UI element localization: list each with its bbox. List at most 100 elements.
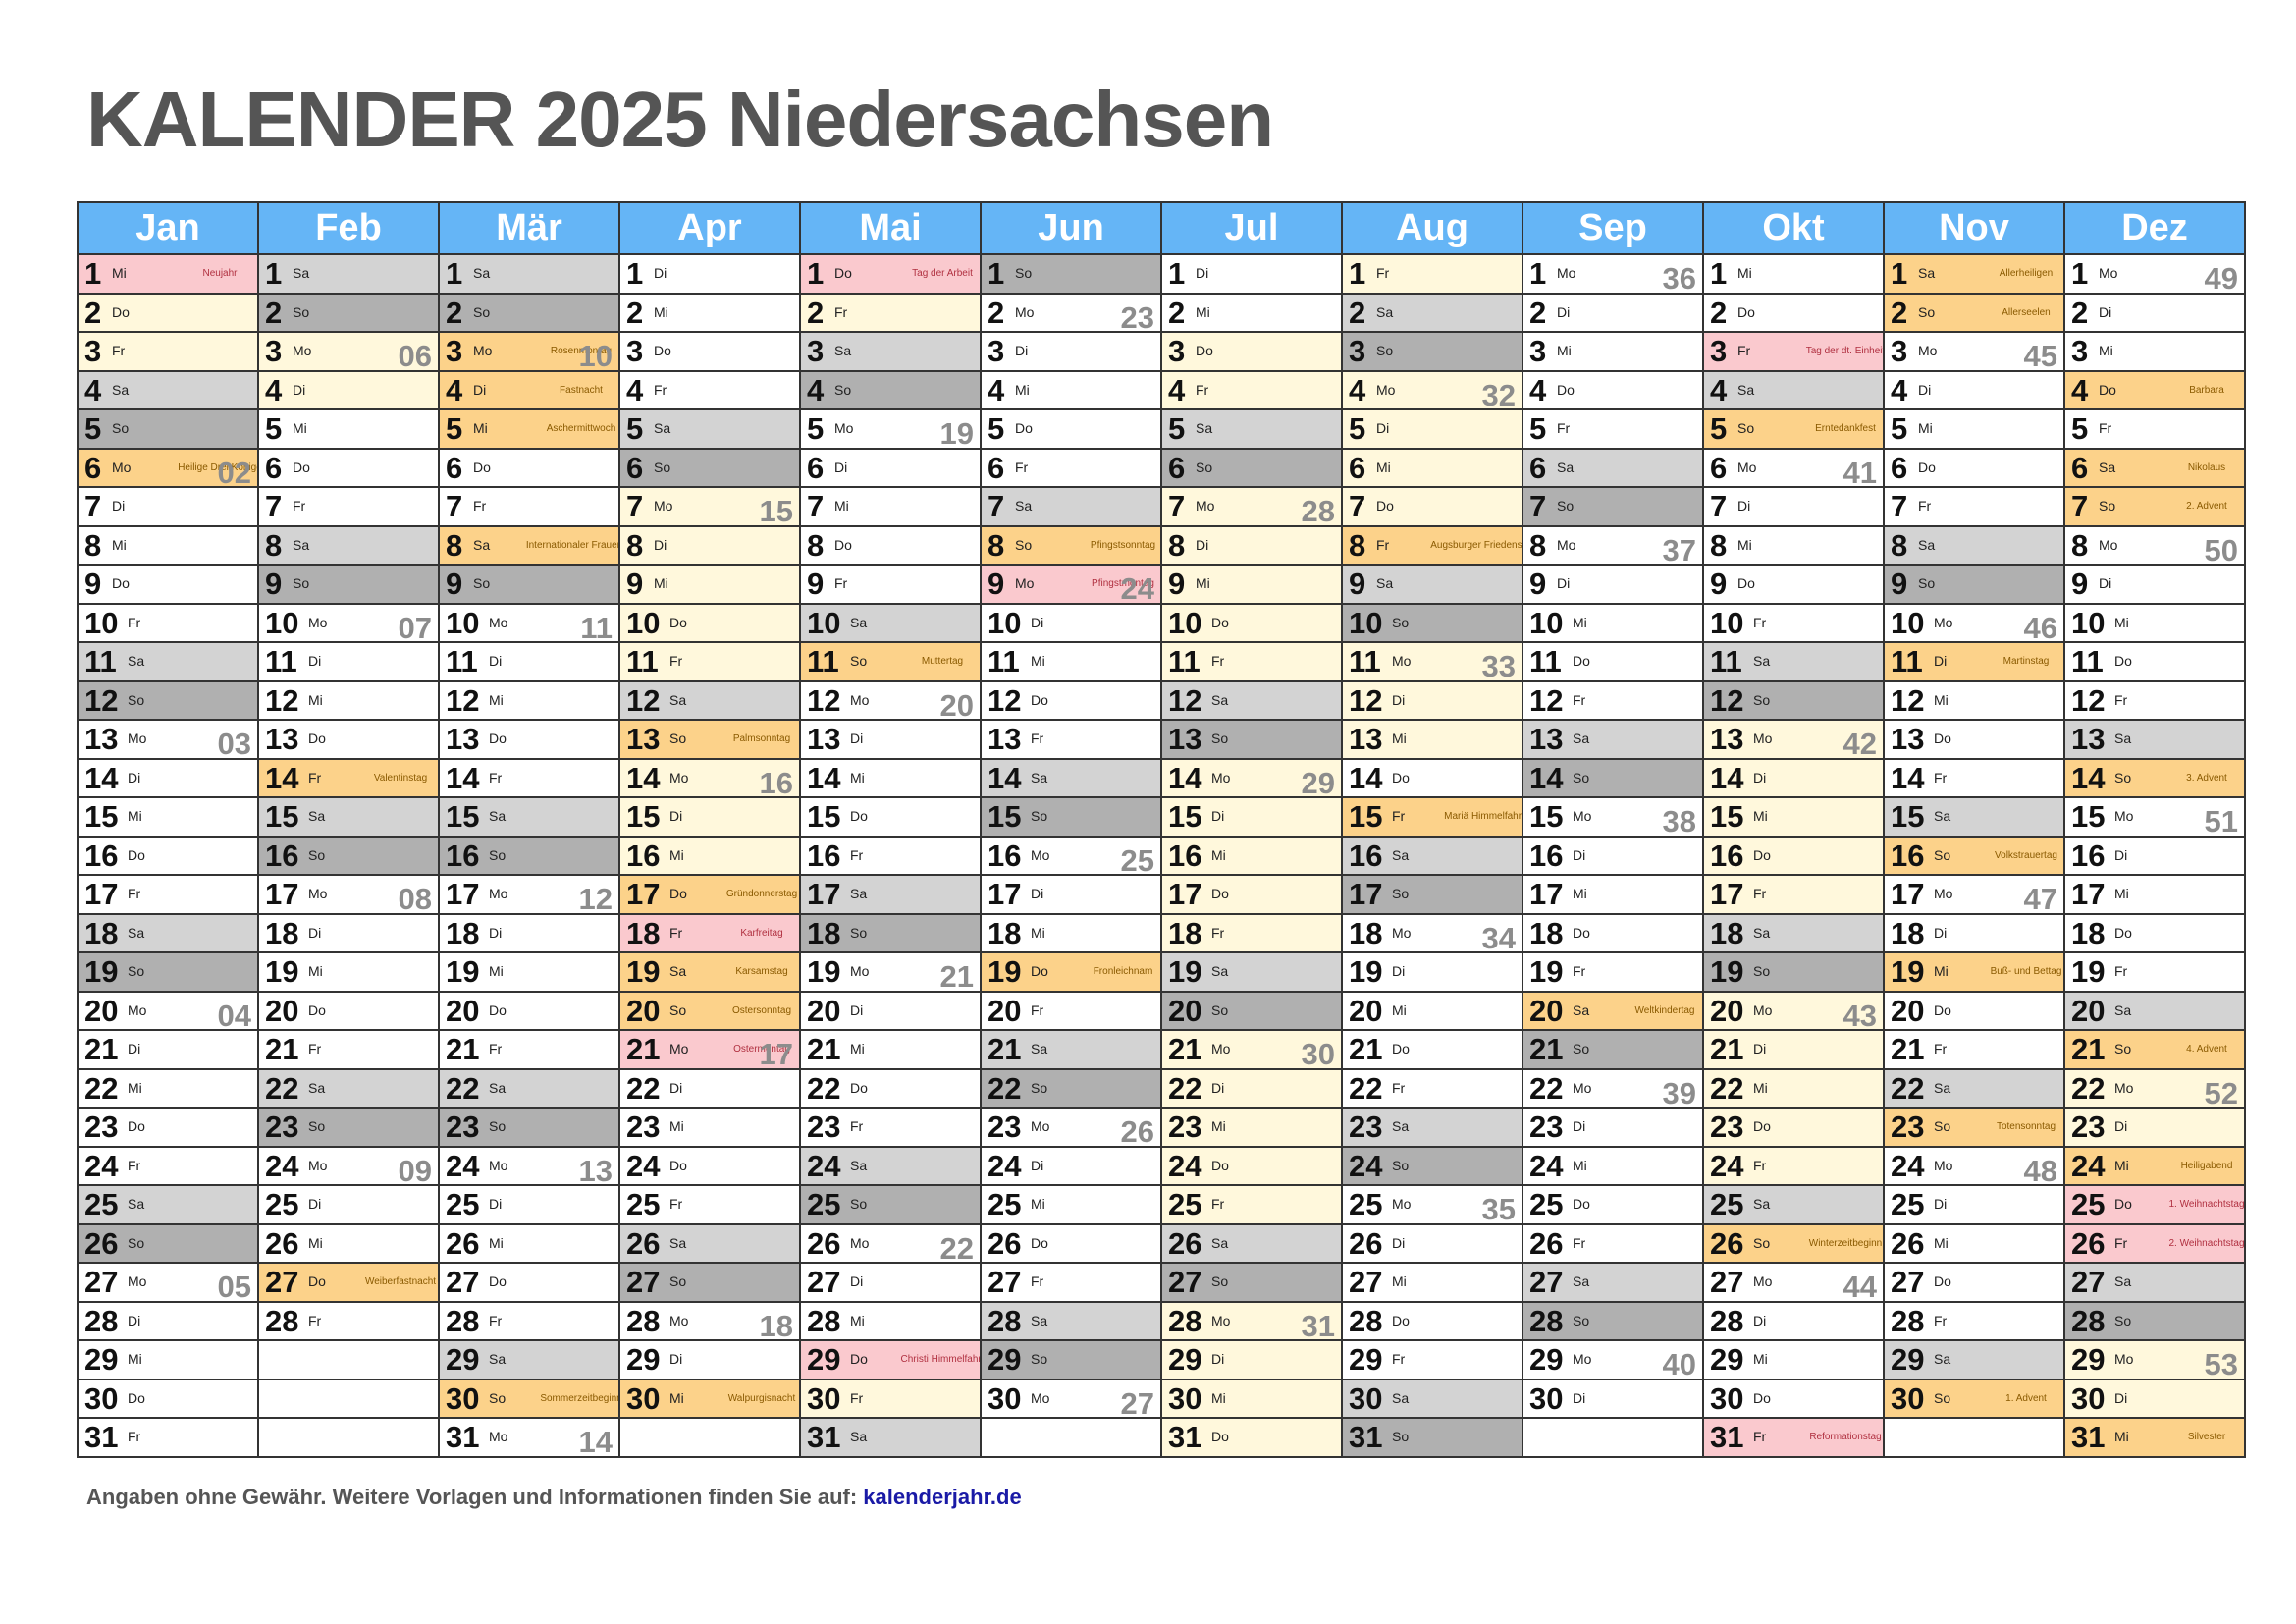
weekday-label: Sa	[1557, 459, 1575, 475]
day-number: 17	[1529, 877, 1564, 911]
day-number: 7	[446, 489, 463, 523]
day-cell: 5 Do	[980, 408, 1162, 450]
day-number: 21	[1529, 1032, 1564, 1066]
weekday-label: Sa	[1211, 1234, 1229, 1251]
day-number: 11	[1349, 644, 1381, 678]
day-number: 17	[2071, 877, 2106, 911]
weekday-label: Fr	[2114, 691, 2128, 708]
weekday-label: Mo	[669, 1312, 689, 1328]
day-number: 16	[446, 838, 480, 873]
day-cell: 14 Fr	[438, 757, 620, 798]
day-number: 28	[988, 1303, 1022, 1338]
day-cell: 16 So	[257, 835, 440, 876]
day-number: 13	[1349, 722, 1383, 756]
weekday-label: Fr	[489, 1041, 503, 1056]
weekday-label: Do	[1753, 1389, 1771, 1406]
day-row: 8 Mi 8 Sa 8 Sa Internationaler Frauentag 8 Di 8 Do…	[77, 524, 2246, 566]
day-number: 24	[1891, 1148, 1925, 1183]
day-number: 17	[626, 877, 661, 911]
weekday-label: Di	[2114, 1118, 2128, 1134]
day-cell: 1 Fr	[1341, 253, 1523, 295]
day-cell: 27 Do	[438, 1262, 620, 1303]
weekday-label: Mo	[128, 1273, 147, 1289]
weekday-label: Fr	[489, 769, 503, 785]
weekday-label: Sa	[1737, 381, 1755, 398]
day-number: 7	[1710, 489, 1728, 523]
day-cell: 29 Mi	[77, 1339, 259, 1380]
day-number: 4	[1529, 372, 1547, 407]
day-cell: 21 Fr	[1883, 1029, 2065, 1070]
day-cell: 25 Fr	[618, 1184, 801, 1225]
weekday-label: Mo	[669, 769, 689, 785]
day-cell: 15 Sa	[438, 796, 620, 838]
day-number: 13	[1891, 722, 1925, 756]
weekday-label: Di	[308, 1196, 322, 1212]
weekday-label: Di	[489, 1196, 503, 1212]
day-number: 10	[84, 605, 119, 640]
day-number: 9	[807, 567, 825, 601]
day-cell: 1 Mi Neujahr	[77, 253, 259, 295]
weekday-label: Mi	[308, 1234, 323, 1251]
holiday-label: 3. Advent	[2186, 772, 2227, 784]
weekday-label: Fr	[1031, 1001, 1044, 1018]
day-cell: 16 So	[438, 835, 620, 876]
day-cell: 31 So	[1341, 1417, 1523, 1458]
month-header-12: Dez	[2063, 201, 2246, 255]
day-cell: 6 Do	[438, 447, 620, 488]
weekday-label: Sa	[2114, 1001, 2132, 1018]
day-cell: 17 Fr	[1702, 874, 1885, 915]
weekday-label: So	[654, 459, 671, 475]
day-cell: 30 Mi Walpurgisnacht	[618, 1378, 801, 1419]
day-number: 17	[265, 877, 299, 911]
weekday-label: Mo	[654, 498, 673, 514]
day-cell: 30 Di	[1522, 1378, 1704, 1419]
day-number: 23	[1349, 1110, 1383, 1144]
day-cell: 14 Di	[1702, 757, 1885, 798]
weekday-label: Mi	[2114, 1429, 2129, 1444]
day-cell: 3 Sa	[799, 331, 982, 372]
day-number: 26	[1710, 1225, 1744, 1261]
day-number: 13	[807, 722, 841, 756]
weekday-label: Do	[1211, 1157, 1229, 1173]
weekday-label: So	[1737, 420, 1755, 436]
day-number: 14	[265, 760, 299, 795]
weekday-label: Fr	[1918, 498, 1932, 514]
day-number: 30	[84, 1380, 119, 1416]
holiday-label: 2. Advent	[2186, 501, 2227, 512]
day-cell: 1 Di	[1160, 253, 1343, 295]
footer-link[interactable]: kalenderjahr.de	[863, 1485, 1022, 1509]
week-number: 05	[217, 1270, 251, 1302]
weekday-label: Di	[1392, 691, 1406, 708]
week-number: 33	[1481, 649, 1516, 681]
day-cell: 29 Di	[1160, 1339, 1343, 1380]
day-cell: 27 So	[618, 1262, 801, 1303]
day-number: 25	[265, 1187, 299, 1221]
day-cell: 13 Do	[257, 719, 440, 760]
week-number: 27	[1120, 1385, 1154, 1418]
day-cell: 17 Fr	[77, 874, 259, 915]
day-number: 10	[1168, 605, 1202, 640]
day-number: 14	[84, 760, 119, 795]
day-number: 8	[988, 527, 1005, 563]
month-header-10: Okt	[1702, 201, 1885, 255]
weekday-label: Mi	[1934, 1234, 1949, 1251]
day-number: 4	[1168, 372, 1186, 407]
weekday-label: Sa	[850, 1429, 868, 1444]
day-number: 12	[988, 682, 1022, 718]
day-row: 12 So 12 Mi 12 Mi 12 Sa 12 Mo 20 12 Do 12 Sa 12 Di 12 Fr 12…	[77, 679, 2246, 721]
day-cell: 11 So Muttertag	[799, 641, 982, 682]
holiday-label: Nikolaus	[2187, 461, 2226, 473]
day-number: 14	[626, 760, 661, 795]
day-cell: 6 Do	[1883, 447, 2065, 488]
day-cell: 10 Mo 11	[438, 602, 620, 643]
weekday-label: Mo	[1934, 1157, 1953, 1173]
day-number: 5	[626, 411, 644, 446]
weekday-label: Fr	[489, 1312, 503, 1328]
weekday-label: Fr	[128, 886, 141, 901]
day-cell: 5 Sa	[618, 408, 801, 450]
weekday-label: Mi	[1557, 343, 1572, 358]
weekday-label: Do	[2114, 924, 2132, 941]
week-number: 50	[2204, 532, 2238, 565]
day-cell: 23 Do	[77, 1107, 259, 1148]
week-number: 45	[2023, 339, 2057, 371]
